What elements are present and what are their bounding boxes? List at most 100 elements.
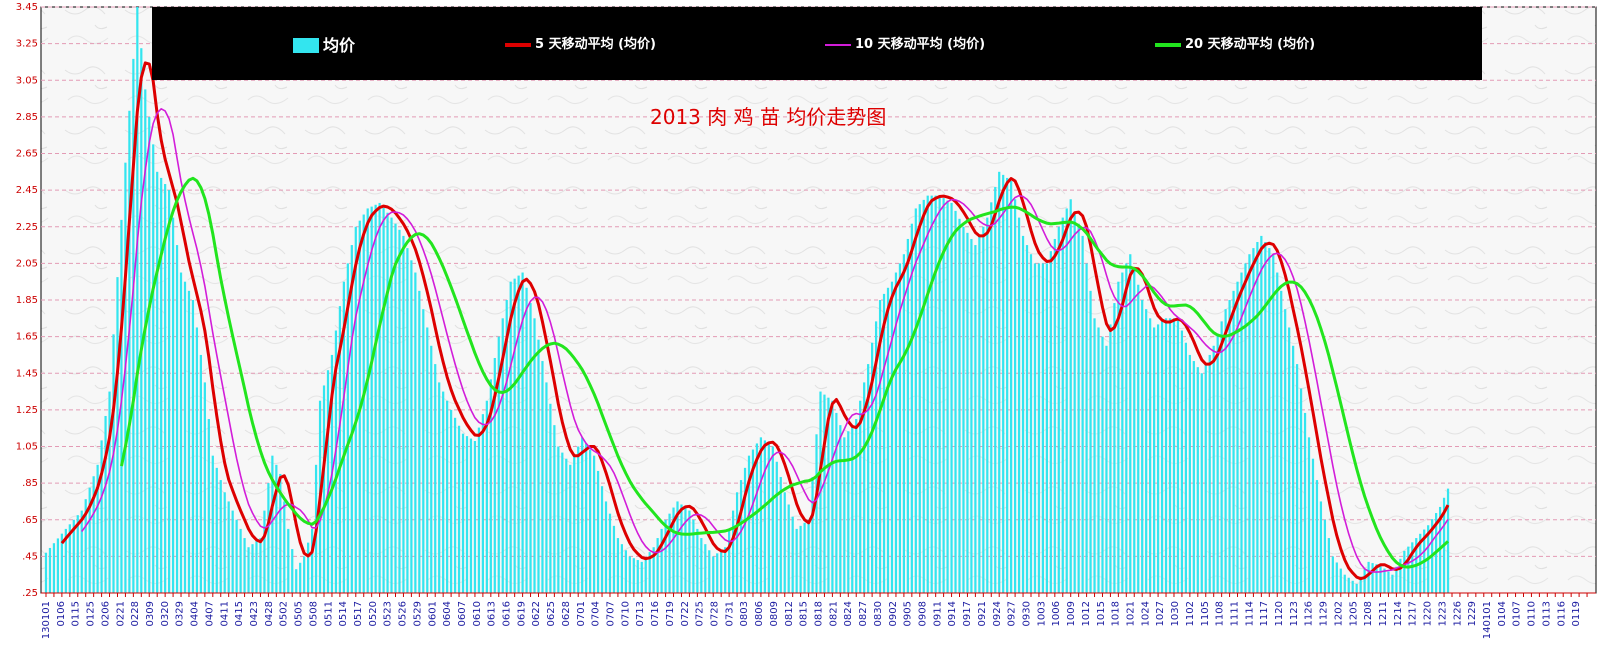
legend-background (152, 7, 1482, 80)
bar (1403, 550, 1406, 593)
x-tick-label: 1126 (1304, 601, 1315, 626)
bar (735, 492, 739, 593)
x-tick-label: 130101 (41, 601, 52, 639)
x-tick-label: 0601 (427, 601, 438, 626)
x-tick-label: 1214 (1393, 601, 1404, 626)
x-tick-label: 0613 (487, 601, 498, 626)
x-tick-label: 0803 (739, 601, 750, 626)
x-tick-label: 1208 (1363, 601, 1374, 626)
bar (716, 553, 719, 593)
x-tick-label: 0927 (1007, 601, 1018, 626)
y-tick-label: 1.05 (16, 442, 38, 453)
y-tick-label: 2.45 (16, 185, 38, 196)
y-tick-label: 1.45 (16, 368, 38, 379)
legend-swatch-bars (293, 38, 319, 53)
bar (533, 318, 536, 593)
x-tick-label: 0206 (100, 601, 111, 626)
x-tick-label: 1108 (1215, 601, 1226, 626)
bar (676, 501, 679, 593)
x-tick-label: 0104 (1497, 601, 1508, 626)
bar (1379, 565, 1382, 593)
chart-title: 2013 肉 鸡 苗 均价走势图 (650, 105, 886, 129)
bar (1204, 364, 1207, 593)
x-tick-label: 0526 (398, 601, 409, 626)
bar (950, 202, 953, 593)
moving-average-lines (60, 61, 1450, 581)
x-tick-label: 0824 (843, 601, 854, 626)
bar (171, 217, 175, 593)
y-tick-label: 3.05 (16, 75, 38, 86)
bar (167, 190, 171, 593)
bar (620, 544, 624, 593)
bar (283, 501, 286, 593)
bar (712, 556, 715, 593)
bar (191, 300, 195, 593)
bar (628, 556, 631, 593)
bar (386, 212, 389, 593)
x-tick-label: 0320 (160, 601, 171, 626)
bar (787, 504, 790, 593)
bar (366, 208, 369, 593)
bar (843, 437, 846, 593)
x-tick-label: 1009 (1066, 601, 1077, 626)
x-tick-label: 0827 (858, 601, 869, 626)
bar (199, 354, 202, 593)
bar (1244, 263, 1247, 593)
bar (223, 492, 226, 593)
bar (175, 245, 179, 593)
bar (946, 200, 949, 594)
bar (148, 116, 151, 593)
legend-label-ma10: 10 天移动平均 (均价) (855, 36, 985, 52)
bar (994, 187, 997, 593)
bar (779, 477, 782, 593)
x-tick-label: 1006 (1051, 601, 1062, 626)
y-tick-label: 2.85 (16, 112, 38, 123)
bar (914, 208, 917, 593)
bar (1272, 254, 1275, 593)
bar (446, 400, 449, 593)
bar (1065, 208, 1068, 593)
bar (1371, 563, 1374, 593)
bar (469, 438, 473, 593)
bar (553, 425, 556, 593)
bar (1061, 217, 1064, 593)
bar (612, 525, 616, 593)
x-tick-label: 1102 (1185, 601, 1196, 626)
bar (1395, 566, 1398, 593)
bar (140, 48, 143, 593)
bar (1053, 238, 1056, 594)
x-tick-label: 0722 (680, 601, 691, 626)
bar (1037, 263, 1041, 593)
bar (886, 287, 890, 593)
bar (799, 525, 802, 593)
bar (426, 327, 429, 593)
bar (322, 385, 326, 593)
bar (1240, 272, 1243, 593)
bar (807, 519, 810, 593)
bar (1375, 564, 1378, 593)
bar (287, 528, 290, 593)
bar (378, 202, 381, 593)
x-tick-label: 0610 (472, 601, 483, 626)
x-tick-label: 1226 (1452, 601, 1463, 626)
bar (453, 417, 457, 593)
bar (1041, 263, 1045, 593)
bar (632, 558, 635, 593)
x-tick-label: 0809 (769, 601, 780, 626)
bar (616, 538, 620, 593)
bar (60, 533, 63, 593)
bar (1172, 318, 1176, 593)
bar (815, 434, 818, 593)
bar (279, 473, 282, 593)
ma20-line (120, 176, 1450, 569)
bar (1307, 437, 1311, 593)
bar (823, 394, 826, 593)
bar (1260, 235, 1263, 593)
bar (1311, 458, 1315, 593)
x-tick-label: 0407 (204, 601, 215, 626)
legend: 均价 5 天移动平均 (均价) 10 天移动平均 (均价) 20 天移动平均 (… (152, 7, 1482, 80)
bar (811, 477, 814, 593)
x-tick-label: 0604 (442, 601, 453, 626)
x-axis: 130101 0106 0115 0125 0206 0221 0228 0309 0320 03… (41, 592, 1596, 639)
bar (1021, 235, 1025, 593)
